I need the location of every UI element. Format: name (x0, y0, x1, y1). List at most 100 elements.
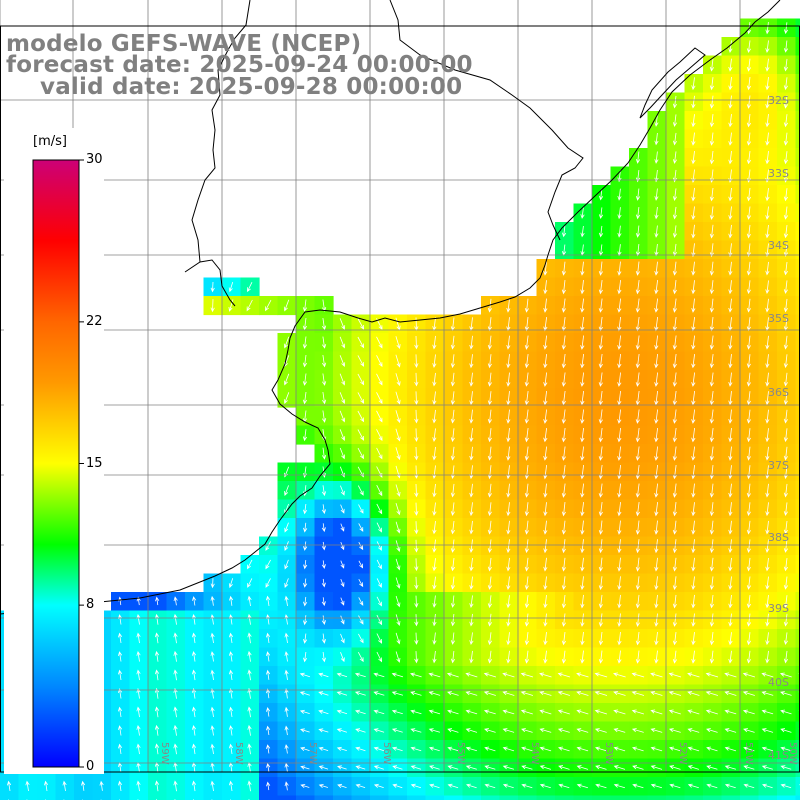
wind-arrow (524, 613, 530, 627)
wind-arrow (746, 539, 751, 554)
wind-arrow (432, 428, 437, 443)
wind-arrow (617, 170, 622, 183)
wind-arrow (469, 632, 474, 645)
wind-arrow (668, 672, 682, 678)
wind-arrow (687, 728, 700, 733)
wind-speed-cell (795, 462, 800, 482)
wind-arrow (265, 541, 271, 551)
wind-arrow (765, 576, 770, 590)
wind-arrow (687, 672, 700, 678)
wind-arrow (746, 151, 752, 165)
wind-speed-cell (795, 592, 800, 612)
wind-arrow (173, 669, 178, 681)
wind-arrow (210, 706, 215, 718)
wind-arrow (617, 650, 622, 664)
colorbar-tick-label: 30 (86, 152, 103, 167)
wind-arrow (672, 650, 678, 664)
wind-arrow (414, 409, 419, 424)
wind-arrow (539, 672, 552, 678)
wind-speed-cell (351, 795, 371, 800)
lagoon-patos (639, 47, 706, 119)
wind-arrow (654, 188, 659, 201)
wind-arrow (414, 521, 419, 535)
wind-arrow (783, 483, 788, 498)
wind-arrow (210, 780, 215, 792)
wind-speed-cell (129, 795, 149, 800)
wind-speed-cell (592, 795, 612, 800)
wind-arrow (724, 746, 737, 752)
wind-arrow (321, 391, 327, 405)
wind-arrow (598, 225, 604, 238)
wind-arrow (724, 728, 737, 733)
wind-arrow (654, 539, 659, 554)
wind-arrow (469, 650, 474, 664)
wind-arrow (228, 743, 234, 755)
wind-arrow (728, 77, 733, 91)
wind-arrow (62, 780, 67, 791)
wind-arrow (780, 709, 792, 715)
wind-arrow (376, 596, 382, 607)
wind-speed-cell (536, 795, 556, 800)
wind-arrow (154, 632, 160, 644)
wind-arrow (761, 746, 774, 752)
wind-arrow (373, 746, 385, 752)
wind-arrow (376, 633, 382, 644)
wind-speed-cell (758, 795, 778, 800)
wind-arrow (783, 539, 789, 553)
wind-arrow (450, 576, 456, 590)
wind-arrow (691, 390, 696, 406)
wind-arrow (598, 372, 603, 387)
wind-arrow (709, 613, 715, 627)
wind-arrow (561, 557, 566, 572)
wind-arrow (672, 243, 678, 257)
wind-arrow (580, 390, 585, 406)
wind-arrow (654, 206, 659, 220)
wind-arrow (450, 335, 455, 350)
wind-arrow (191, 650, 197, 662)
wind-arrow (558, 746, 570, 752)
wind-arrow (691, 132, 696, 146)
wind-arrow (709, 261, 714, 276)
wind-arrow (465, 746, 478, 752)
wind-arrow (783, 576, 789, 590)
wind-arrow (469, 428, 474, 443)
wind-arrow (617, 502, 622, 517)
wind-arrow (746, 113, 752, 128)
wind-arrow (154, 706, 160, 718)
wind-arrow (543, 261, 548, 276)
wind-arrow (521, 765, 533, 770)
wind-arrow (154, 724, 160, 736)
wind-arrow (506, 502, 511, 517)
wind-arrow (598, 594, 603, 609)
wind-arrow (373, 672, 385, 678)
wind-arrow (728, 557, 733, 572)
wind-arrow (521, 746, 533, 752)
wind-arrow (595, 783, 607, 789)
wind-arrow (765, 372, 770, 387)
wind-arrow (450, 502, 455, 517)
wind-arrow (632, 746, 644, 752)
wind-arrow (506, 520, 511, 535)
wind-arrow (654, 446, 659, 461)
wind-arrow (543, 576, 548, 591)
wind-arrow (432, 632, 437, 645)
wind-arrow (487, 502, 492, 517)
wind-arrow (765, 483, 770, 498)
wind-arrow (432, 391, 437, 406)
wind-arrow (450, 595, 456, 608)
wind-arrow (228, 299, 234, 312)
wind-arrow (395, 428, 401, 442)
wind-arrow (783, 372, 788, 387)
wind-arrow (524, 335, 529, 350)
wind-arrow (302, 354, 308, 368)
wind-arrow (414, 446, 419, 461)
wind-arrow (450, 558, 456, 572)
wind-arrow (432, 409, 437, 424)
wind-arrow (487, 632, 493, 646)
wind-arrow (691, 594, 696, 609)
wind-arrow (635, 483, 640, 498)
wind-arrow (506, 409, 511, 424)
wind-arrow (487, 576, 493, 590)
wind-arrow (617, 557, 622, 572)
wind-arrow (357, 373, 365, 386)
